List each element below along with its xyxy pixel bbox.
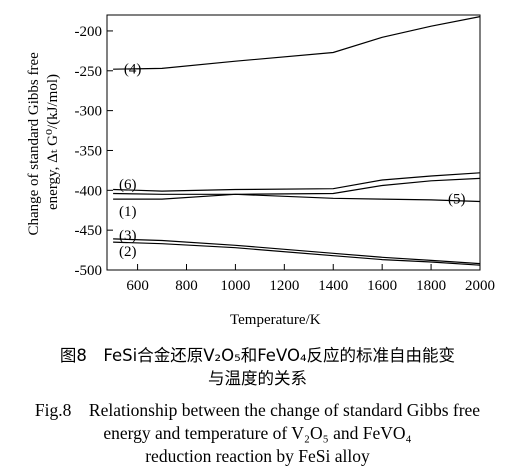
x-tick-label: 1000 — [220, 278, 250, 294]
series-line — [113, 177, 481, 195]
x-axis-label: Temperature/K — [230, 312, 321, 328]
caption-en-line2: energy and temperature of V₂O₅ and FeVO₄ — [103, 423, 412, 443]
series-label: (6) — [119, 177, 137, 193]
x-tick-label: 2000 — [465, 278, 495, 294]
x-tick-label: 800 — [175, 278, 198, 294]
y-tick-label: -200 — [75, 24, 103, 40]
caption-en-line1: Fig.8 Relationship between the change of… — [34, 400, 481, 420]
y-axis-label-line2: energy, Δₜ G⁰/(kJ/mol) — [45, 74, 61, 210]
y-tick-label: -400 — [75, 183, 103, 199]
series-line — [113, 241, 481, 266]
series-line — [113, 172, 481, 192]
series-line — [113, 193, 481, 203]
x-tick-label: 1800 — [416, 278, 446, 294]
y-tick-label: -250 — [75, 64, 103, 80]
series-labels: (4) (6) (5) (1) (3)(2) — [119, 61, 465, 259]
y-tick-label: -500 — [75, 263, 103, 279]
y-tick-label: -300 — [75, 104, 103, 120]
series-label: (3) — [119, 228, 137, 244]
x-tick-label: 1200 — [269, 278, 299, 294]
caption-cn-line2: 与温度的关系 — [208, 369, 307, 388]
series-label: (1) — [119, 204, 137, 220]
series-label: (4) — [124, 61, 142, 77]
y-axis-label: Change of standard Gibbs free energy, Δₜ… — [26, 48, 61, 235]
caption-en-line3: reduction reaction by FeSi alloy — [145, 446, 370, 466]
plot-frame — [106, 14, 481, 271]
caption-cn-line1: 图8 FeSi合金还原V₂O₅和FeVO₄反应的标准自由能变 — [59, 346, 456, 365]
x-tick-label: 600 — [126, 278, 149, 294]
y-tick-label: -350 — [75, 143, 103, 159]
chart: 600 800 1000 1200 1400 1600 1800 2000 -500 -450 -4… — [26, 14, 496, 294]
y-axis-label-line1: Change of standard Gibbs free — [26, 52, 42, 236]
series-lines — [113, 16, 481, 266]
axis-ticks: 600 800 1000 1200 1400 1600 1800 2000 -500 -450 -4… — [75, 24, 496, 294]
series-line — [113, 16, 481, 70]
series-line — [113, 238, 481, 265]
y-tick-label: -450 — [75, 223, 103, 239]
x-tick-label: 1400 — [318, 278, 348, 294]
x-tick-label: 1600 — [367, 278, 397, 294]
series-label: (2) — [119, 244, 137, 260]
series-label: (5) — [448, 191, 466, 207]
